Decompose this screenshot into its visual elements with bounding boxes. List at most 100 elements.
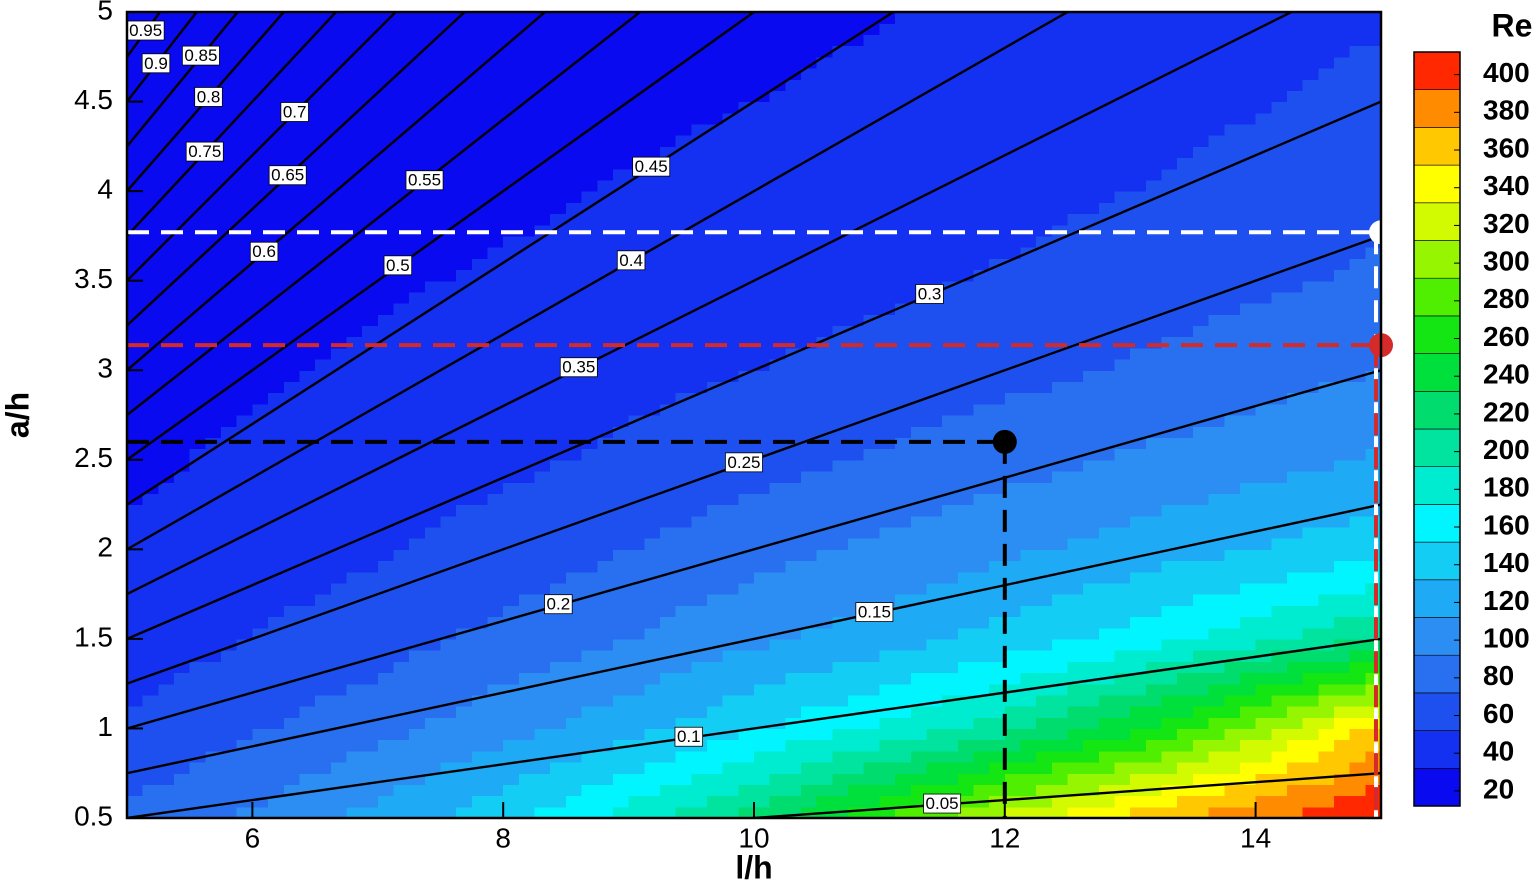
field-cell: [315, 560, 332, 573]
field-cell: [1051, 627, 1069, 640]
field-cell: [127, 392, 144, 405]
field-cell: [268, 336, 285, 349]
field-cell: [142, 191, 159, 203]
field-cell: [1349, 347, 1366, 360]
field-cell: [1098, 291, 1116, 304]
field-cell: [691, 359, 708, 371]
field-cell: [1255, 526, 1272, 539]
field-cell: [706, 314, 724, 327]
field-cell: [205, 314, 222, 327]
field-cell: [895, 717, 912, 730]
field-cell: [1036, 179, 1053, 192]
field-cell: [456, 538, 473, 550]
field-cell: [1161, 515, 1178, 528]
field-cell: [268, 101, 285, 114]
field-cell: [942, 784, 959, 797]
field-cell: [769, 258, 786, 271]
field-cell: [785, 101, 802, 114]
field-cell: [268, 594, 285, 606]
field-cell: [127, 123, 144, 136]
field-cell: [1145, 415, 1163, 427]
field-cell: [1051, 247, 1069, 259]
field-cell: [487, 560, 504, 573]
field-cell: [299, 526, 316, 539]
field-cell: [299, 359, 316, 371]
field-cell: [1036, 806, 1053, 819]
field-cell: [910, 325, 928, 338]
field-cell: [1255, 403, 1272, 416]
field-cell: [785, 247, 802, 259]
field-cell: [1255, 370, 1272, 383]
field-cell: [1130, 605, 1147, 618]
field-cell: [1333, 538, 1351, 550]
field-cell: [785, 325, 802, 338]
field-cell: [330, 112, 348, 125]
field-cell: [315, 504, 332, 517]
field-cell: [550, 179, 567, 192]
field-cell: [142, 638, 159, 651]
field-cell: [1083, 605, 1100, 618]
field-cell: [1349, 672, 1366, 685]
field-cell: [957, 336, 975, 349]
field-cell: [221, 168, 238, 181]
field-cell: [1145, 359, 1163, 371]
field-cell: [863, 381, 880, 394]
field-cell: [832, 291, 849, 304]
field-cell: [1286, 493, 1304, 506]
field-cell: [973, 538, 990, 550]
field-cell: [424, 224, 442, 237]
field-cell: [628, 347, 645, 360]
field-cell: [487, 470, 504, 483]
field-cell: [409, 683, 426, 696]
field-cell: [754, 336, 771, 349]
field-cell: [503, 448, 520, 461]
field-cell: [252, 750, 269, 763]
field-cell: [456, 526, 473, 539]
field-cell: [534, 717, 551, 730]
field-cell: [1255, 437, 1272, 450]
field-cell: [612, 157, 630, 170]
field-cell: [362, 347, 379, 360]
field-cell: [503, 135, 520, 147]
field-cell: [1051, 280, 1069, 293]
field-cell: [221, 571, 238, 584]
field-cell: [142, 750, 159, 763]
field-cell: [1224, 526, 1241, 539]
field-cell: [832, 247, 849, 259]
field-cell: [205, 459, 222, 472]
field-cell: [221, 359, 238, 371]
field-cell: [1255, 795, 1272, 808]
field-cell: [1333, 359, 1351, 371]
field-cell: [471, 213, 489, 226]
field-cell: [722, 370, 739, 383]
field-cell: [1130, 549, 1147, 562]
field-cell: [236, 359, 254, 371]
field-cell: [440, 146, 457, 159]
field-cell: [879, 381, 896, 394]
field-cell: [440, 594, 457, 606]
field-cell: [942, 123, 959, 136]
field-cell: [926, 706, 943, 718]
field-cell: [1098, 403, 1116, 416]
field-cell: [989, 347, 1006, 360]
field-cell: [315, 650, 332, 662]
field-cell: [628, 370, 645, 383]
field-cell: [832, 359, 849, 371]
field-cell: [1255, 582, 1272, 595]
field-cell: [801, 549, 818, 562]
field-cell: [581, 101, 598, 114]
field-cell: [1239, 582, 1257, 595]
field-cell: [315, 571, 332, 584]
field-cell: [738, 594, 755, 606]
field-cell: [268, 616, 285, 629]
field-cell: [1114, 683, 1131, 696]
field-cell: [848, 415, 865, 427]
field-cell: [754, 650, 771, 662]
field-cell: [189, 470, 206, 483]
field-cell: [612, 291, 630, 304]
field-cell: [1177, 258, 1194, 271]
field-cell: [1349, 717, 1366, 730]
field-cell: [691, 426, 708, 438]
field-cell: [550, 515, 567, 528]
field-cell: [534, 560, 551, 573]
